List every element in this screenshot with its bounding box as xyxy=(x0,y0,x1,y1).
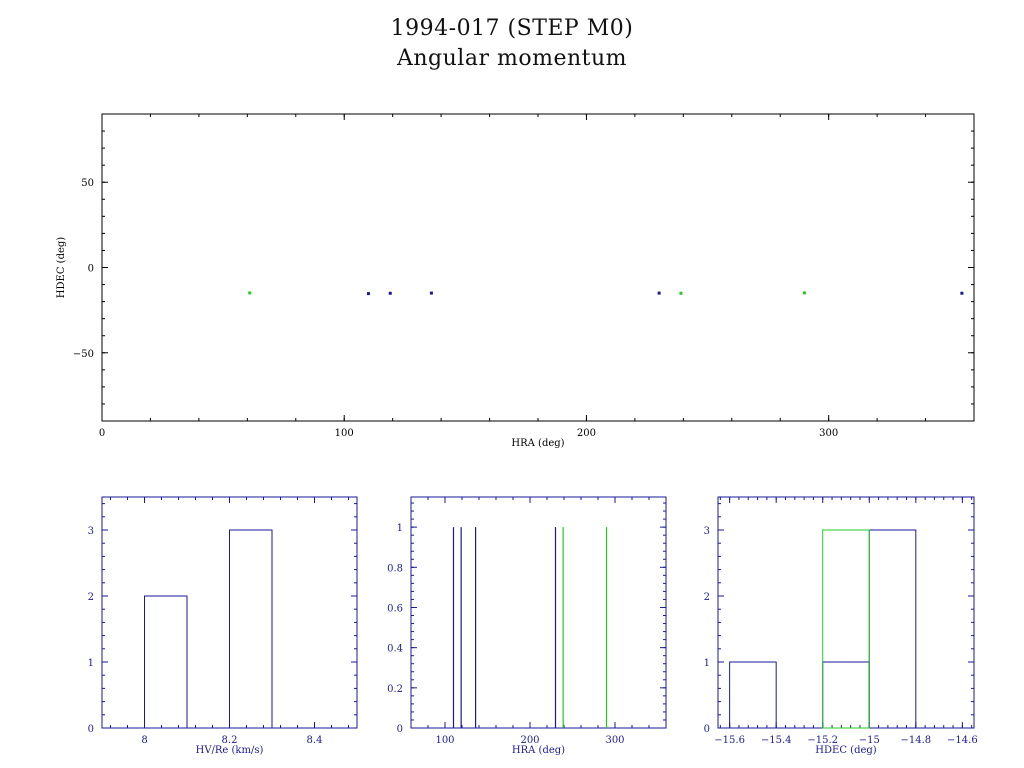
y-tick-label: 1 xyxy=(88,658,94,669)
data-point xyxy=(679,291,683,295)
plot-panel-4: −15.6 −15.4 −15.2 −15 −14.8 −14.6 0 1 2 3 HDEC (de… xyxy=(704,496,978,756)
x-tick-label: 300 xyxy=(819,428,838,439)
data-point xyxy=(802,291,806,295)
y-tick-label: 1 xyxy=(704,658,710,669)
x-axis-title: HV/Re (km/s) xyxy=(196,745,264,756)
x-axis-title: HRA (deg) xyxy=(511,438,564,449)
chart-subtitle: Angular momentum xyxy=(397,46,627,71)
data-point xyxy=(388,291,392,295)
y-tick-label: 50 xyxy=(81,178,94,189)
y-tick-label: 0.6 xyxy=(387,603,403,614)
plot-frame xyxy=(101,113,975,422)
plot-panel-1: 0 100 200 300 −50 0 50 HRA (deg) HDEC (deg) xyxy=(56,113,975,449)
data-point xyxy=(248,291,252,295)
x-tick-label: 300 xyxy=(605,735,624,746)
x-tick-label: −15.2 xyxy=(807,735,838,746)
plot-panel-2: 8 8.2 8.4 0 1 2 3 HV/Re (km/s) xyxy=(88,496,358,756)
x-tick-label: −14.8 xyxy=(900,735,931,746)
y-tick-label: −50 xyxy=(73,349,94,360)
y-tick-label: 0 xyxy=(88,724,94,735)
y-tick-label: 0.8 xyxy=(387,563,403,574)
y-tick-label: 0.2 xyxy=(387,684,403,695)
histogram-bar xyxy=(229,529,273,729)
x-tick-label: −14.6 xyxy=(947,735,978,746)
x-tick-label: 8.4 xyxy=(307,735,323,746)
y-axis-title: HDEC (deg) xyxy=(56,237,67,298)
plot-frame xyxy=(410,496,667,729)
histogram-bar xyxy=(144,595,188,729)
title-block: 1994-017 (STEP M0) Angular momentum xyxy=(0,14,1024,74)
data-point xyxy=(366,292,370,296)
x-tick-label: 200 xyxy=(520,735,539,746)
x-tick-label: 8.2 xyxy=(222,735,238,746)
x-tick-label: −15.4 xyxy=(761,735,792,746)
x-tick-label: −15.6 xyxy=(714,735,745,746)
x-axis-title: HRA (deg) xyxy=(512,745,565,756)
histogram-bar xyxy=(729,661,777,729)
data-point xyxy=(429,291,433,295)
y-tick-label: 3 xyxy=(704,526,710,537)
y-tick-label: 0.4 xyxy=(387,644,403,655)
y-tick-label: 3 xyxy=(88,526,94,537)
data-point xyxy=(657,291,661,295)
x-tick-label: 0 xyxy=(99,428,105,439)
y-tick-label: 1 xyxy=(397,523,403,534)
x-tick-label: 8 xyxy=(141,735,147,746)
y-tick-label: 2 xyxy=(704,592,710,603)
x-axis-title: HDEC (deg) xyxy=(815,745,876,756)
histogram-bar xyxy=(822,661,870,729)
plot-panel-3: 100 200 300 0 0.2 0.4 0.6 0.8 1 HRA (deg) xyxy=(387,496,667,756)
y-tick-label: 2 xyxy=(88,592,94,603)
x-tick-label: 200 xyxy=(577,428,596,439)
x-tick-label: 100 xyxy=(435,735,454,746)
histogram-bar xyxy=(868,529,917,729)
x-tick-label: −15 xyxy=(859,735,880,746)
data-point xyxy=(960,291,964,295)
x-tick-label: 100 xyxy=(335,428,354,439)
histogram-bar xyxy=(822,529,870,729)
chart-title: 1994-017 (STEP M0) xyxy=(390,16,634,41)
y-tick-label: 0 xyxy=(704,724,710,735)
y-tick-label: 0 xyxy=(397,724,403,735)
y-tick-label: 0 xyxy=(88,264,94,275)
plot-frame xyxy=(717,496,975,729)
